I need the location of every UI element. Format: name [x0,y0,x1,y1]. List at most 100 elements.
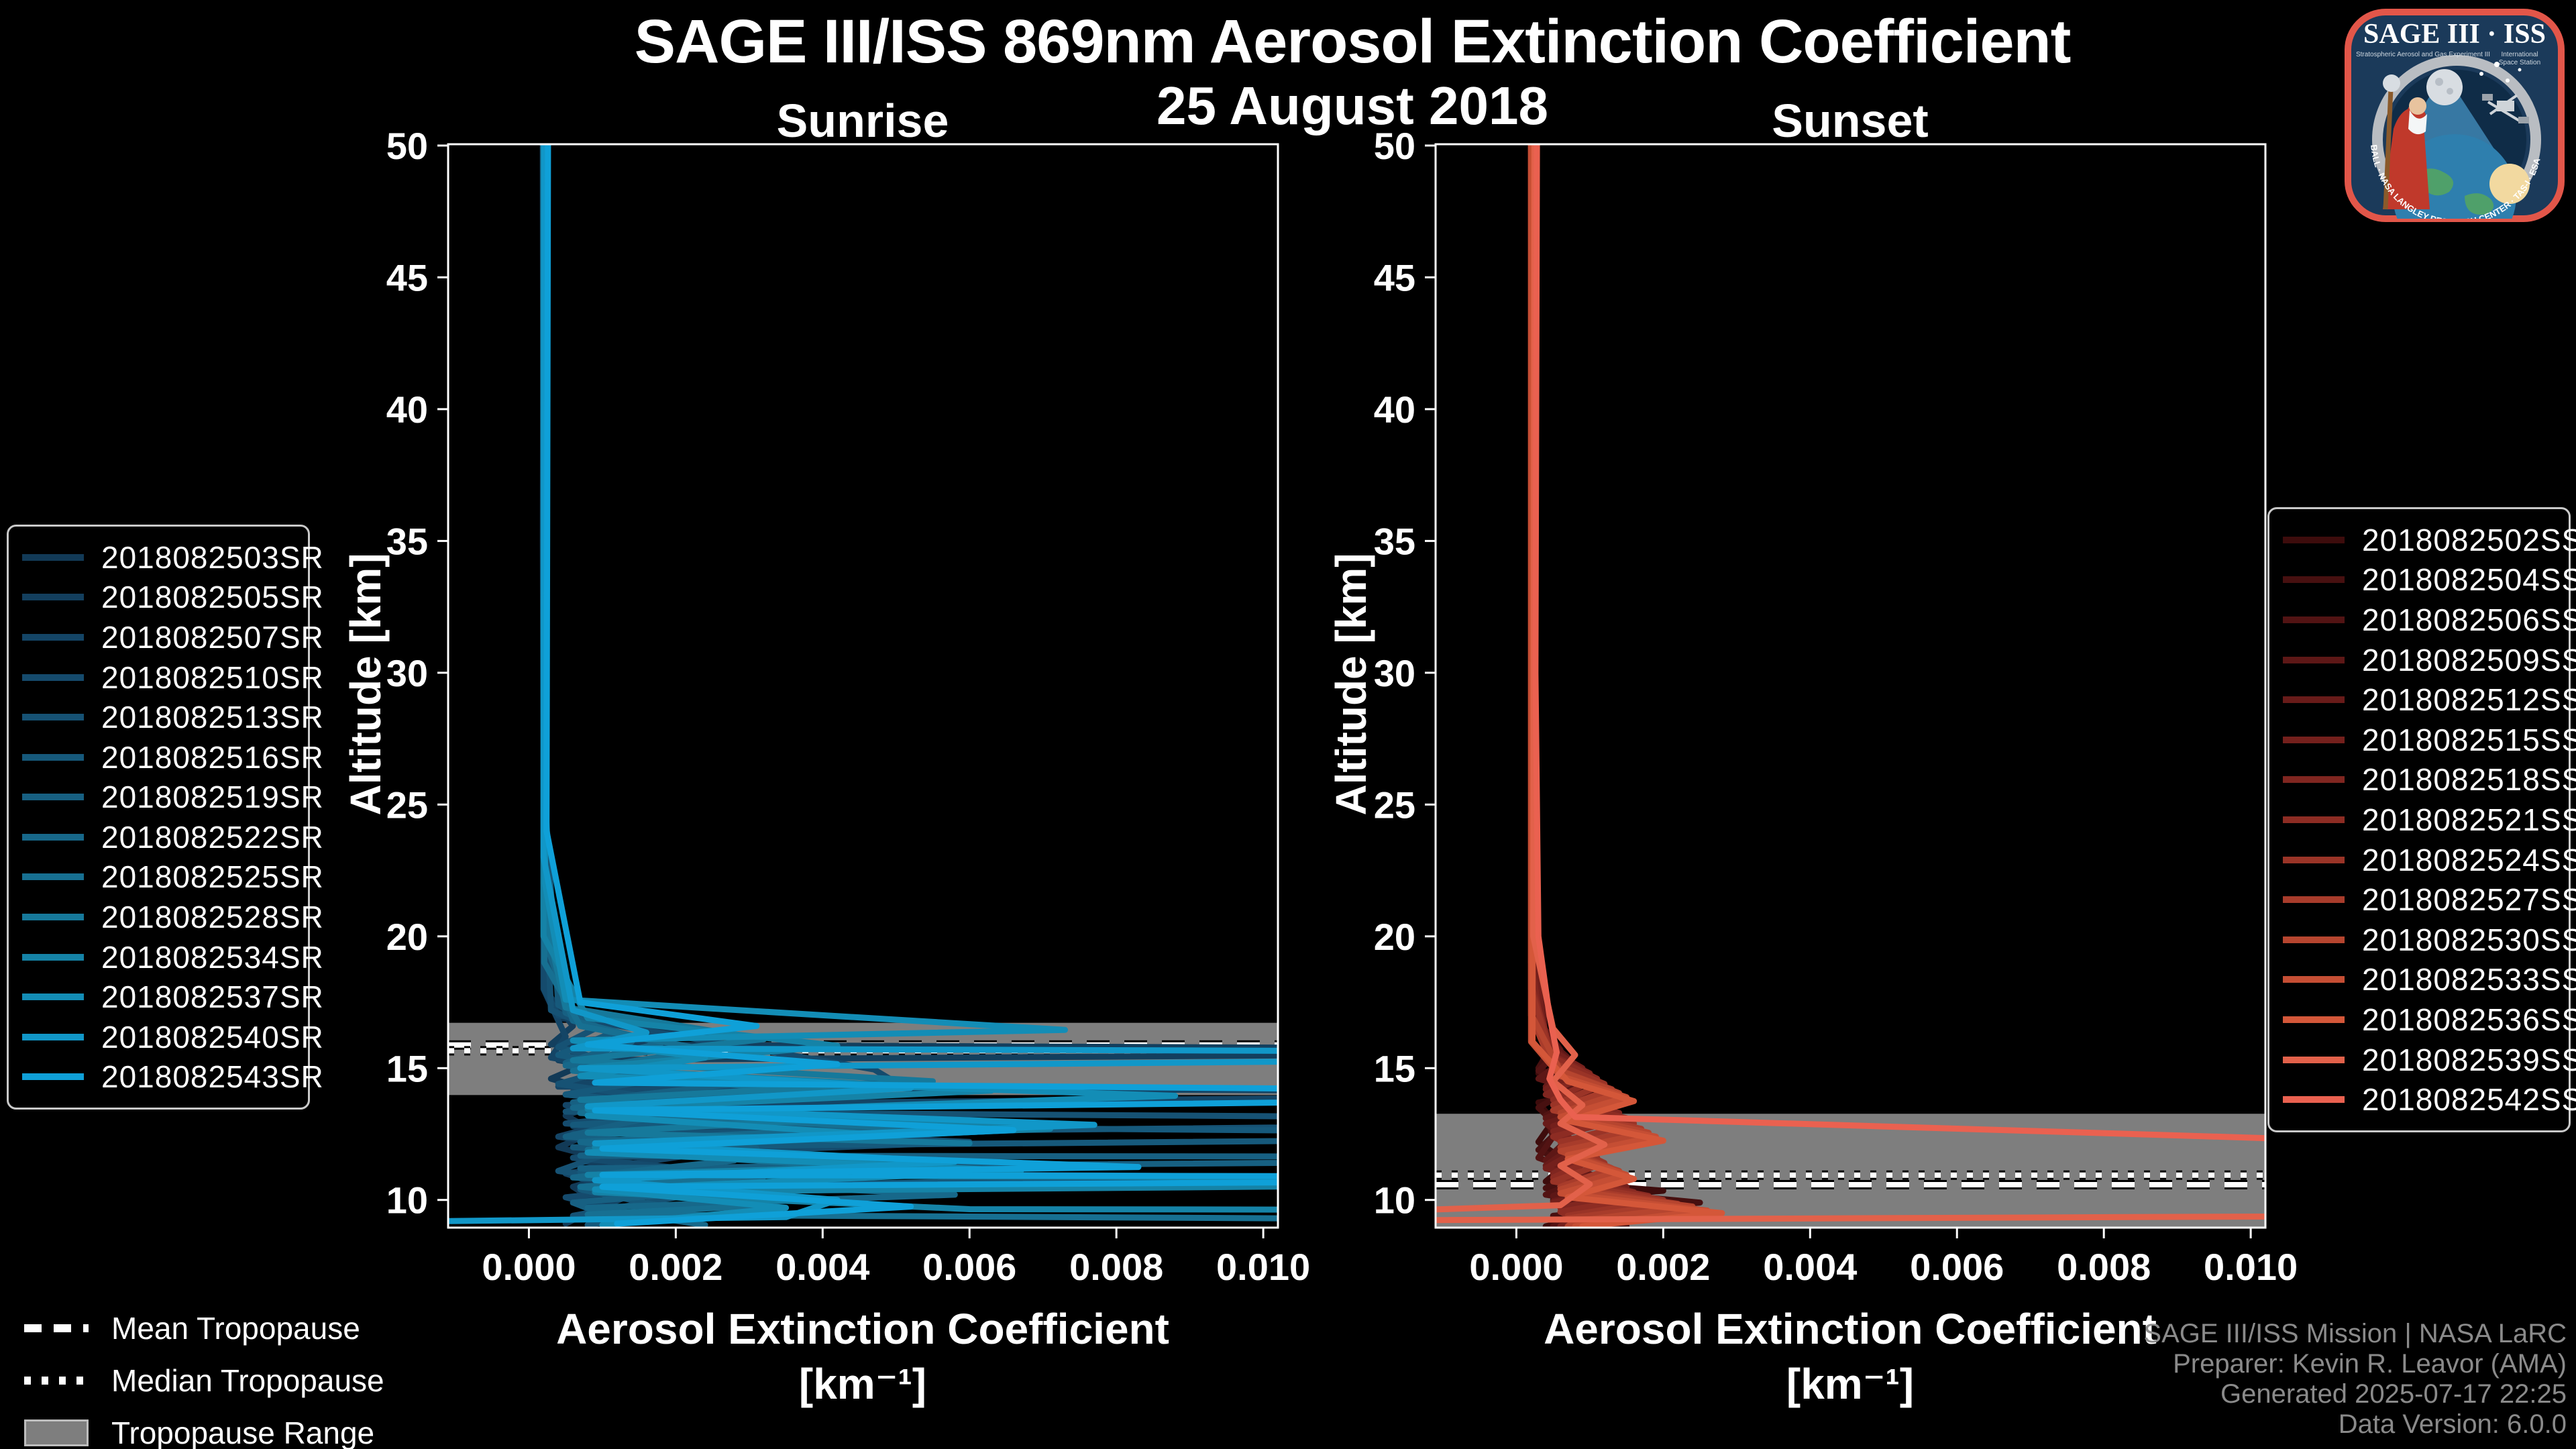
legend-event-label: 2018082518SS [2362,762,2576,798]
plot-sunrise: 0.000 0.002 0.004 0.006 0.008 0.010 10 15 20 25 30… [386,125,1310,1288]
legend-event-label: 2018082509SS [2362,642,2576,678]
dotted-line-icon [24,1366,89,1395]
y-tick-label: 30 [1374,652,1415,694]
credits-preparer: Preparer: Kevin R. Leavor (AMA) [2173,1349,2567,1379]
legend-item: 2018082542SS [2283,1079,2576,1120]
legend-item: 2018082509SS [2283,640,2576,680]
legend-color-swatch [22,1033,84,1040]
profile-2018082543SR [543,144,1278,1227]
y-tick-label: 45 [1374,256,1415,299]
logo-ring [2372,55,2541,219]
credits-data-version: Data Version: 6.0.0 [2338,1409,2567,1439]
y-tick-label: 40 [386,388,428,431]
legend-sunrise-events: 2018082503SR 2018082505SR 2018082507SR 2018… [7,525,323,1110]
legend-item: 2018082524SS [2283,840,2576,880]
legend-color-swatch [2283,696,2345,704]
y-tick-label: 30 [386,652,428,694]
axes-spines [1434,143,2267,1229]
legend-sunset-events: 2018082502SS 2018082504SS 2018082506SS 2018… [2267,507,2576,1132]
legend-item-median-tropopause: Median Tropopause [24,1362,384,1399]
legend-item: 2018082533SS [2283,960,2576,1000]
profile-2018082528SR [540,144,973,1146]
y-tick-label: 25 [386,784,428,826]
panel-title-sunset: Sunset [1772,95,1929,147]
y-tick-label: 35 [1374,520,1415,562]
date-subtitle: 25 August 2018 [1157,76,1548,136]
credits-generated: Generated 2025-07-17 22:25 [2220,1379,2567,1409]
x-tick-label: 0.010 [2204,1246,2298,1288]
legend-color-swatch [22,994,84,1001]
x-tick-label: 0.002 [629,1246,722,1288]
credits-block: SAGE III/ISS Mission | NASA LaRC Prepare… [2143,1319,2567,1440]
legend-color-swatch [2283,936,2345,943]
legend-event-label: 2018082527SS [2362,882,2576,918]
x-tick-label: 0.000 [482,1246,576,1288]
legend-event-label: 2018082507SR [101,619,324,655]
legend-event-label: 2018082515SS [2362,722,2576,757]
legend-label: Tropopause Range [111,1415,375,1449]
y-axis-label-sunrise: Altitude [km] [341,553,390,816]
legend-item: 2018082502SS [2283,520,2576,560]
profiles-group [448,144,1278,1228]
y-tick-label: 10 [386,1179,428,1222]
sage-iss-mission-logo: BALL · NASA LANGLEY RESEARCH CENTER · TA… [2345,9,2565,222]
legend-item: 2018082539SS [2283,1040,2576,1080]
legend-event-label: 2018082542SS [2362,1082,2576,1118]
tropopause-legend: Mean Tropopause Median Tropopause Tropop… [24,1309,384,1449]
plot-sunset: 0.000 0.002 0.004 0.006 0.008 0.010 10 15 20 25 30… [1374,125,2298,1288]
profile-2018082540SR [448,144,1278,1224]
x-tick-label: 0.004 [1763,1246,1857,1288]
x-axis-units-sunset: [km⁻¹] [1786,1360,1915,1408]
legend-event-label: 2018082513SR [101,700,324,735]
legend-item: 2018082536SS [2283,1000,2576,1040]
legend-item: 2018082519SR [22,777,323,817]
legend-color-swatch [2283,896,2345,904]
legend-event-label: 2018082540SR [101,1019,324,1055]
legend-event-label: 2018082506SS [2362,602,2576,637]
legend-item-tropopause-range: Tropopause Range [24,1414,384,1449]
legend-item: 2018082534SR [22,937,323,977]
y-tick-label: 15 [386,1047,428,1089]
legend-event-label: 2018082534SR [101,939,324,975]
legend-item: 2018082543SR [22,1057,323,1097]
legend-color-swatch [2283,1096,2345,1104]
legend-color-swatch [22,753,84,761]
legend-item: 2018082540SR [22,1017,323,1057]
legend-item: 2018082516SR [22,737,323,777]
legend-color-swatch [2283,536,2345,543]
legend-color-swatch [2283,856,2345,863]
legend-item: 2018082522SR [22,817,323,857]
legend-color-swatch [22,594,84,601]
y-tick-label: 20 [386,916,428,958]
legend-event-label: 2018082503SR [101,539,324,575]
legend-item: 2018082506SS [2283,600,2576,640]
legend-color-swatch [2283,776,2345,784]
legend-event-label: 2018082505SR [101,580,324,615]
logo-subtitle-left: Stratospheric Aerosol and Gas Experiment… [2356,51,2490,58]
y-tick-label: 50 [1374,125,1415,167]
legend-event-label: 2018082510SR [101,659,324,695]
legend-color-swatch [22,794,84,801]
logo-iss [2482,94,2529,123]
logo-figure [2383,74,2430,210]
x-tick-label: 0.008 [2057,1246,2151,1288]
profiles-group [1436,144,2265,1228]
legend-event-label: 2018082530SS [2362,922,2576,957]
legend-event-label: 2018082519SR [101,780,324,815]
legend-item: 2018082512SS [2283,680,2576,720]
profile-2018082542SS [1532,144,2265,1142]
legend-item: 2018082503SR [22,537,323,578]
legend-color-swatch [2283,656,2345,663]
credits-mission: SAGE III/ISS Mission | NASA LaRC [2143,1319,2567,1348]
logo-title: SAGE III · ISS [2363,19,2546,50]
x-tick-label: 0.006 [922,1246,1016,1288]
legend-item: 2018082505SR [22,578,323,618]
logo-moon [2426,69,2463,105]
legend-color-swatch [22,913,84,920]
profile-2018082536SS [1529,144,1725,1228]
legend-item: 2018082507SR [22,617,323,657]
x-axis-units-sunrise: [km⁻¹] [798,1360,927,1408]
legend-color-swatch [22,833,84,841]
panel-title-sunrise: Sunrise [776,95,949,147]
